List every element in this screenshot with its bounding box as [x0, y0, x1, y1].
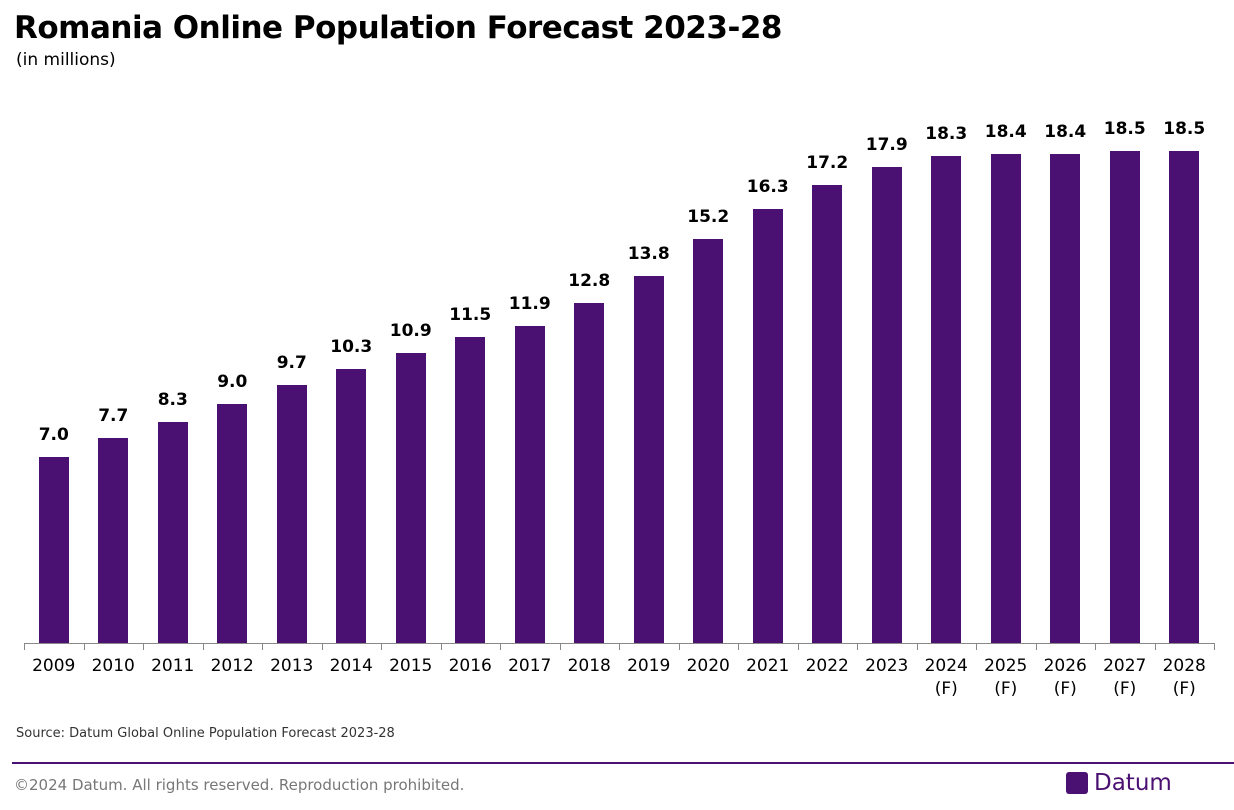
bar	[693, 238, 724, 643]
source-note: Source: Datum Global Online Population F…	[16, 726, 395, 741]
copyright: ©2024 Datum. All rights reserved. Reprod…	[14, 776, 465, 794]
x-tick-label: 2018	[567, 656, 611, 676]
value-label: 8.3	[157, 390, 188, 411]
x-tick-label: 2021	[746, 656, 790, 676]
bar	[336, 369, 367, 643]
bar	[455, 337, 486, 643]
bar	[276, 384, 307, 643]
bar	[752, 209, 783, 643]
value-label: 10.3	[330, 337, 373, 358]
chart-title: Romania Online Population Forecast 2023-…	[14, 10, 782, 46]
axis-tick	[976, 643, 977, 650]
axis-tick	[797, 643, 799, 650]
brand-logo	[1066, 772, 1088, 794]
axis-tick	[857, 643, 858, 650]
bar	[633, 275, 664, 643]
axis-tick	[202, 643, 204, 650]
axis-tick	[1095, 643, 1096, 650]
value-label: 7.7	[98, 406, 129, 427]
x-tick-label: 2024 (F)	[924, 656, 968, 699]
value-label: 18.4	[984, 121, 1027, 142]
x-tick-label: 2009	[32, 656, 76, 676]
axis-tick	[321, 643, 323, 650]
bar	[1050, 153, 1081, 643]
bar	[157, 422, 188, 643]
x-tick-label: 2019	[627, 656, 671, 676]
axis-tick	[381, 643, 382, 650]
value-label: 7.0	[38, 424, 69, 445]
value-label: 9.0	[217, 371, 248, 392]
bar	[574, 302, 605, 643]
brand: Datum	[1066, 770, 1172, 796]
axis-tick	[143, 643, 144, 650]
axis-tick	[678, 643, 680, 650]
value-label: 10.9	[389, 321, 432, 342]
bar	[38, 456, 69, 643]
axis-tick	[83, 643, 85, 650]
x-tick-label: 2012	[210, 656, 254, 676]
brand-name: Datum	[1094, 770, 1172, 796]
axis-tick	[1035, 643, 1037, 650]
x-tick-label: 2014	[329, 656, 373, 676]
x-tick-label: 2027 (F)	[1103, 656, 1147, 699]
value-label: 18.5	[1103, 118, 1146, 139]
x-tick-label: 2026 (F)	[1043, 656, 1087, 699]
x-tick-label: 2016	[448, 656, 492, 676]
value-label: 18.3	[925, 124, 968, 145]
bar	[395, 353, 426, 643]
axis-tick	[1154, 643, 1156, 650]
plot-area: 2009 7.0 2010 7.7 2011 8.3 2012 9.0 2013 9.7 2014 1…	[24, 118, 1215, 699]
value-label: 11.9	[508, 294, 551, 315]
bar	[1109, 150, 1140, 643]
x-tick-label: 2011	[151, 656, 195, 676]
axis-tick	[440, 643, 442, 650]
value-label: 18.5	[1163, 118, 1206, 139]
bar	[990, 153, 1021, 643]
value-label: 9.7	[276, 352, 307, 373]
axis-tick	[619, 643, 620, 650]
x-tick-label: 2028 (F)	[1162, 656, 1206, 699]
axis-tick	[500, 643, 501, 650]
footer-rule	[12, 762, 1234, 764]
axis-tick	[738, 643, 739, 650]
x-tick-label: 2010	[91, 656, 135, 676]
x-tick-label: 2022	[805, 656, 849, 676]
axis-tick	[1214, 643, 1215, 650]
value-label: 17.2	[806, 153, 849, 174]
x-tick-label: 2015	[389, 656, 433, 676]
x-tick-label: 2025 (F)	[984, 656, 1028, 699]
bar	[812, 185, 843, 643]
bar	[1169, 150, 1200, 643]
value-label: 18.4	[1044, 121, 1087, 142]
bar	[217, 403, 248, 643]
bar	[514, 326, 545, 643]
x-tick-label: 2013	[270, 656, 314, 676]
x-tick-label: 2023	[865, 656, 909, 676]
value-label: 16.3	[746, 177, 789, 198]
x-tick-label: 2017	[508, 656, 552, 676]
axis-tick	[916, 643, 918, 650]
value-label: 17.9	[865, 134, 908, 155]
value-label: 13.8	[627, 243, 670, 264]
axis-tick	[559, 643, 561, 650]
value-label: 11.5	[449, 305, 492, 326]
chart-subtitle: (in millions)	[16, 50, 116, 70]
value-label: 15.2	[687, 206, 730, 227]
bar	[871, 166, 902, 643]
axis-tick	[24, 643, 25, 650]
bar	[931, 156, 962, 643]
value-label: 12.8	[568, 270, 611, 291]
x-tick-label: 2020	[686, 656, 730, 676]
axis-tick	[262, 643, 263, 650]
bar	[98, 438, 129, 643]
